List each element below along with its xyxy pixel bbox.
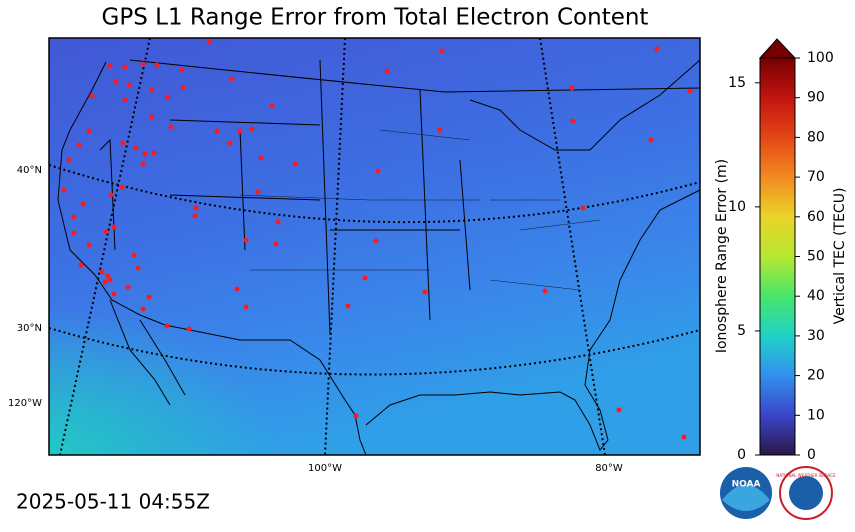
right-tick-label: 80 — [807, 129, 825, 145]
left-tick-label: 5 — [737, 323, 746, 339]
right-tick-label: 20 — [807, 368, 825, 384]
nws-logo: NATIONAL WEATHER SERVICE — [776, 466, 836, 520]
left-tick-label: 15 — [728, 75, 746, 91]
nws-text: NATIONAL WEATHER SERVICE — [776, 473, 836, 478]
lon-label: 100°W — [308, 463, 342, 474]
colorbar-left-label: Ionosphere Range Error (m) — [714, 159, 730, 353]
right-tick-label: 10 — [807, 407, 825, 423]
stations — [61, 39, 693, 440]
right-tick-label: 40 — [807, 288, 825, 304]
lat-label: 40°N — [17, 165, 42, 176]
noaa-text: NOAA — [732, 480, 761, 490]
right-tick-label: 70 — [807, 169, 825, 185]
left-tick-label: 10 — [728, 199, 746, 215]
right-tick-label: 100 — [807, 50, 834, 66]
colorbar-right-label: Vertical TEC (TECU) — [832, 188, 848, 325]
colorbar — [758, 38, 797, 456]
right-tick-label: 60 — [807, 209, 825, 225]
timestamp: 2025-05-11 04:55Z — [16, 490, 210, 514]
right-tick-label: 90 — [807, 90, 825, 106]
noaa-logo: NOAA — [720, 467, 772, 519]
lon-label: 120°W — [8, 398, 42, 409]
title: GPS L1 Range Error from Total Electron C… — [102, 5, 649, 31]
lat-label: 30°N — [17, 323, 42, 334]
left-tick-label: 0 — [737, 447, 746, 463]
map — [48, 37, 701, 456]
right-tick-label: 50 — [807, 249, 825, 265]
lon-label: 80°W — [595, 463, 623, 474]
right-tick-label: 0 — [807, 447, 816, 463]
right-tick-label: 30 — [807, 328, 825, 344]
